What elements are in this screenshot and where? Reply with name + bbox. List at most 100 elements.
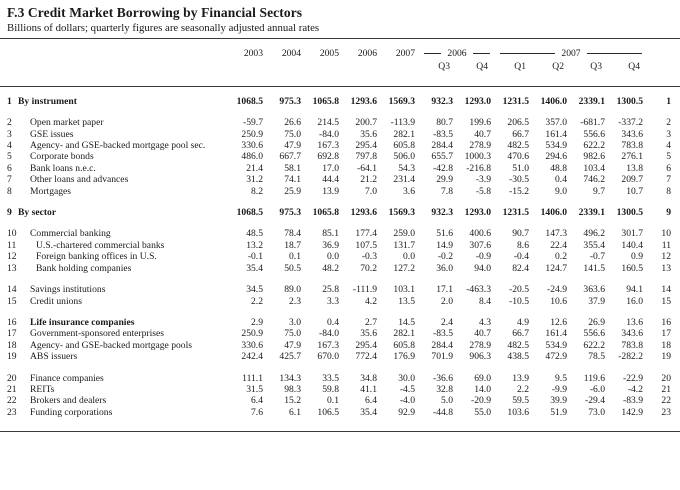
cell-value: 438.5 [507, 351, 529, 363]
cell-value: 103.4 [583, 162, 605, 174]
cell-value: 250.9 [241, 128, 263, 140]
cell-value: 119.6 [583, 372, 605, 384]
cell-value: 282.1 [393, 328, 415, 340]
cell-value: 134.3 [279, 372, 301, 384]
header-spacer [380, 59, 418, 85]
row-number-left: 18 [7, 339, 17, 351]
cell-value: 59.5 [512, 395, 529, 407]
cell-value: 2.0 [441, 295, 453, 307]
cell-value: 534.9 [545, 140, 567, 152]
cell-value: 14.5 [398, 316, 415, 328]
col-header-2007-q1: Q1 [514, 61, 526, 73]
cell-value: 0.9 [631, 251, 643, 263]
cell-value: -0.9 [475, 251, 491, 263]
cell-value: 44.4 [322, 174, 339, 186]
cell-value: 98.3 [284, 383, 301, 395]
cell-value: 4.9 [517, 316, 529, 328]
cell-value: -22.9 [623, 372, 643, 384]
cell-value: 35.4 [360, 406, 377, 418]
cell-value: -113.9 [390, 117, 415, 129]
cell-value: 161.4 [545, 128, 567, 140]
cell-value: 231.4 [393, 174, 415, 186]
cell-value: 85.1 [322, 228, 339, 240]
row-label: Savings institutions [30, 284, 106, 296]
cell-value: 932.3 [431, 207, 453, 219]
table-row: 9 By sector 1068.5 975.3 1065.8 1293.6 1569.3 9… [0, 197, 680, 218]
cell-value: 78.4 [284, 228, 301, 240]
table-row: 10 Commercial banking 48.5 78.4 85.1 177.4 259… [0, 218, 680, 239]
cell-value: -216.8 [466, 162, 491, 174]
row-number-right: 18 [661, 339, 671, 351]
cell-value: -9.9 [551, 383, 567, 395]
col-header-2007-q2: Q2 [552, 61, 564, 73]
cell-value: 783.8 [621, 140, 643, 152]
cell-value: 36.9 [322, 239, 339, 251]
cell-value: 655.7 [431, 151, 453, 163]
cell-value: 975.3 [279, 95, 301, 107]
top-rule [0, 38, 680, 39]
cell-value: 94.1 [626, 284, 643, 296]
cell-value: 209.7 [621, 174, 643, 186]
cell-value: 482.5 [507, 140, 529, 152]
cell-value: 107.5 [355, 239, 377, 251]
year-header-row: 2003 2004 2005 2006 2007 2006 2007 [0, 39, 680, 59]
cell-value: -5.8 [475, 185, 491, 197]
row-number-right: 15 [661, 295, 671, 307]
quarter-header-row: Q3 Q4 Q1 Q2 Q3 Q4 [0, 59, 680, 85]
cell-value: 111.1 [242, 372, 263, 384]
cell-value: 3.6 [403, 185, 415, 197]
cell-value: 1406.0 [540, 95, 567, 107]
cell-value: 0.2 [555, 251, 567, 263]
header-spacer [0, 39, 18, 59]
row-label: Finance companies [30, 372, 104, 384]
quarter-group-year: 2006 [447, 48, 467, 59]
col-header-2007-q3: Q3 [590, 61, 602, 73]
cell-value: 5.0 [441, 395, 453, 407]
row-number-left: 9 [7, 207, 12, 219]
quarter-group-2007: 2007 [494, 39, 646, 59]
header-spacer [18, 39, 228, 59]
cell-value: 32.8 [436, 383, 453, 395]
cell-value: 54.3 [398, 162, 415, 174]
report-title: F.3 Credit Market Borrowing by Financial… [7, 5, 303, 20]
row-label: Bank holding companies [36, 262, 132, 274]
cell-value: 73.0 [588, 406, 605, 418]
col-header-2006-q4: Q4 [476, 61, 488, 73]
cell-value: 1231.5 [502, 207, 529, 219]
cell-value: 472.9 [545, 351, 567, 363]
cell-value: 89.0 [284, 284, 301, 296]
cell-value: 343.6 [621, 328, 643, 340]
cell-value: 242.4 [241, 351, 263, 363]
table-row: 8 Mortgages 8.2 25.9 13.9 7.0 3.6 7.8 -5.8 -15.2 9… [0, 186, 680, 197]
quarter-group-header: 2006 [418, 48, 494, 59]
cell-value: 975.3 [279, 207, 301, 219]
cell-value: 8.2 [251, 185, 263, 197]
cell-value: 58.1 [284, 162, 301, 174]
cell-value: 127.2 [393, 262, 415, 274]
cell-value: -4.2 [627, 383, 643, 395]
cell-value: 82.4 [512, 262, 529, 274]
cell-value: 206.5 [507, 117, 529, 129]
dash-line [424, 53, 442, 55]
cell-value: -10.5 [509, 295, 529, 307]
header-spacer [18, 59, 228, 85]
cell-value: -111.9 [352, 284, 377, 296]
cell-value: 40.7 [474, 328, 491, 340]
table-row: 13 Bank holding companies 35.4 50.5 48.2 70.2… [0, 263, 680, 274]
cell-value: 59.8 [322, 383, 339, 395]
cell-value: 8.6 [517, 239, 529, 251]
cell-value: 0.4 [555, 174, 567, 186]
header-spacer [266, 59, 304, 85]
cell-value: 7.6 [251, 406, 263, 418]
table-row: 12 Foreign banking offices in U.S. -0.1 0.1… [0, 251, 680, 262]
row-number-right: 3 [666, 128, 671, 140]
row-label: Credit unions [30, 295, 82, 307]
cell-value: 1300.5 [616, 95, 643, 107]
cell-value: 66.7 [512, 328, 529, 340]
cell-value: 9.0 [555, 185, 567, 197]
cell-value: 50.5 [284, 262, 301, 274]
cell-value: 363.6 [583, 284, 605, 296]
cell-value: 9.5 [555, 372, 567, 384]
cell-value: 278.9 [469, 140, 491, 152]
